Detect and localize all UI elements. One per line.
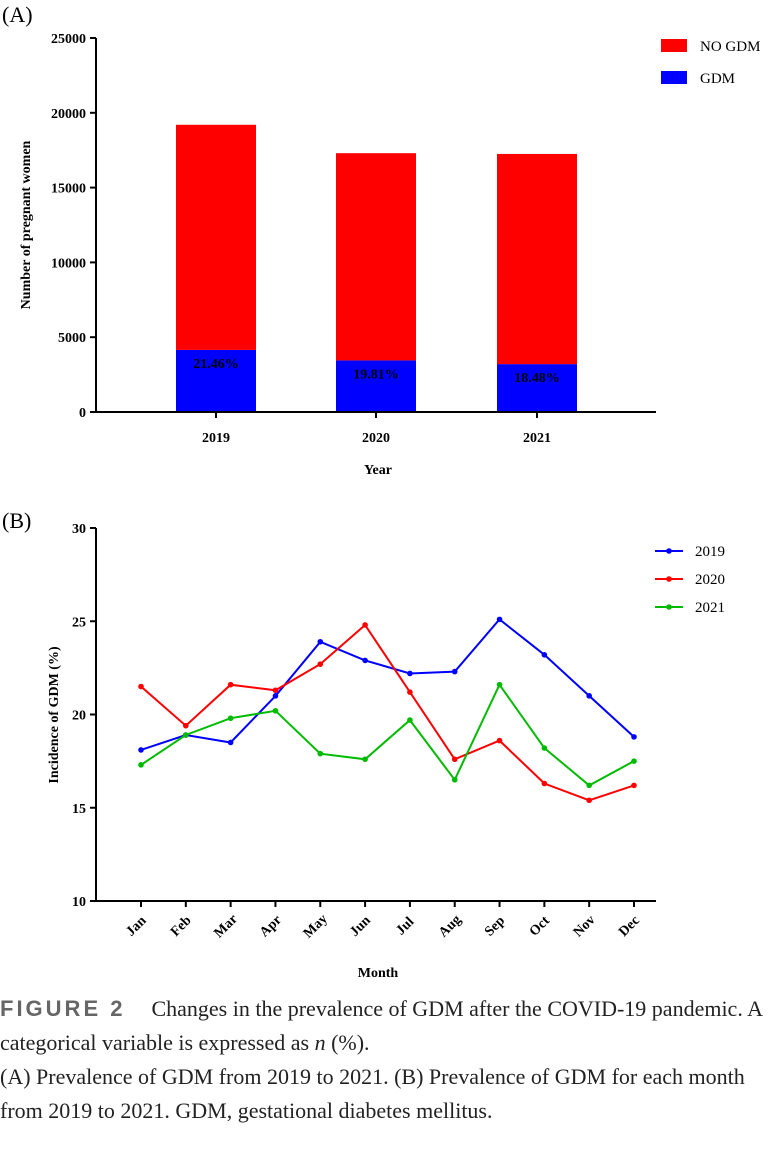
panel-b-x-tick-label: Apr (257, 913, 285, 941)
point-2020-jun (362, 622, 368, 628)
point-2019-jun (362, 657, 368, 664)
bar-2019-no-gdm (176, 124, 256, 350)
point-2019-mar (227, 739, 234, 746)
legend-label-no-gdm: NO GDM (700, 39, 760, 55)
caption-n-symbol: n (314, 1030, 326, 1056)
bar-label-2019: 21.46% (193, 357, 239, 372)
panel-a-x-axis-title: Year (364, 463, 392, 478)
point-2020-jul (407, 689, 413, 695)
point-2019-aug (451, 668, 458, 675)
panel-a-y-tick-label: 0 (79, 406, 86, 421)
panel-b-x-tick-label: Sep (482, 913, 508, 939)
point-2020-jan (138, 683, 144, 690)
point-2020-feb (183, 722, 189, 729)
series-line-2021 (140, 682, 635, 787)
panel-b-label: (B) (2, 508, 31, 533)
panel-b-y-tick-label: 25 (72, 615, 86, 630)
panel-b-x-tick-label: Oct (527, 913, 553, 939)
point-2019-jul (407, 670, 413, 677)
point-2020-sep (496, 737, 503, 744)
panel-b-line-chart: (B) 10 15 20 25 30 Jan Feb Mar Apr May Jun Jul Aug Se… (2, 508, 725, 981)
point-2019-nov (586, 693, 592, 699)
bar-2020-no-gdm (336, 153, 416, 361)
caption-line-1: FIGURE 2 Changes in the prevalence of GDM… (0, 992, 772, 1060)
bar-2021-gdm (497, 364, 577, 412)
point-2021-oct (541, 745, 548, 751)
point-2021-apr (272, 707, 279, 714)
bar-2021-no-gdm (497, 153, 577, 365)
legend-label-2019: 2019 (695, 544, 725, 560)
point-2021-dec (631, 758, 637, 764)
point-2021-jun (362, 756, 368, 763)
panel-a-y-tick-label: 15000 (51, 182, 86, 197)
point-2019-oct (541, 652, 548, 658)
bar-label-2021: 18.48% (514, 371, 560, 386)
panel-a-y-tick-label: 5000 (58, 331, 86, 346)
legend-label-2021: 2021 (695, 600, 725, 616)
point-2021-jan (138, 762, 144, 768)
point-2021-feb (183, 732, 189, 738)
point-2019-sep (496, 616, 503, 623)
point-2020-nov (586, 797, 592, 804)
panel-a-label: (A) (2, 2, 33, 27)
point-2020-apr (272, 687, 279, 694)
panel-b-x-tick-label: Dec (616, 913, 643, 940)
panel-b-x-tick-label: Aug (436, 912, 464, 940)
point-2021-may (317, 750, 324, 757)
figure-caption: FIGURE 2 Changes in the prevalence of GDM… (0, 992, 772, 1128)
panel-b-x-tick-label: Jun (347, 913, 374, 940)
panel-b-y-tick-label: 10 (72, 895, 86, 910)
legend-marker-2021 (666, 604, 672, 610)
legend-label-2020: 2020 (695, 572, 725, 588)
point-2020-oct (541, 780, 548, 787)
legend-swatch-no-gdm (661, 39, 687, 52)
point-2019-apr (272, 693, 279, 699)
panel-b-y-tick-label: 15 (72, 802, 86, 817)
panel-a-y-tick-label: 25000 (51, 32, 86, 47)
panel-a-y-axis-title: Number of pregnant women (19, 140, 34, 309)
legend-marker-2020 (666, 576, 672, 582)
point-2019-may (317, 638, 324, 645)
series-line-2019 (140, 618, 635, 751)
caption-line-2: (A) Prevalence of GDM from 2019 to 2021.… (0, 1064, 745, 1124)
point-2019-dec (631, 734, 637, 740)
legend-label-gdm: GDM (700, 71, 735, 87)
panel-a-y-tick-label: 20000 (51, 107, 86, 122)
point-2021-mar (227, 715, 234, 722)
legend-marker-2019 (666, 548, 672, 554)
panel-b-y-axis-title: Incidence of GDM (%) (47, 646, 62, 784)
panel-b-y-tick-label: 20 (72, 709, 86, 724)
panel-b-x-tick-label: Feb (168, 913, 195, 940)
panel-b-x-tick-label: Jan (124, 913, 150, 939)
bar-2019-gdm (176, 349, 256, 412)
legend-swatch-gdm (661, 71, 687, 84)
panel-b-x-tick-label: Jul (394, 915, 418, 939)
point-2020-may (317, 661, 324, 667)
panel-a-x-tick-label: 2021 (523, 431, 551, 446)
figure-label: FIGURE 2 (0, 996, 126, 1021)
panel-b-x-tick-label: Mar (212, 912, 241, 941)
panel-b-x-tick-label: Nov (571, 913, 599, 941)
point-2021-aug (451, 776, 458, 783)
caption-text-1: Changes in the prevalence of GDM after t… (0, 996, 762, 1056)
bar-2020-gdm (336, 360, 416, 412)
panel-b-x-axis-title: Month (358, 966, 399, 981)
panel-b-x-tick-label: May (301, 912, 331, 942)
panel-a-bar-chart: (A) 21.46% 19.81% 18.48% 0 5000 10000 15000 20… (2, 2, 760, 478)
bar-label-2020: 19.81% (353, 367, 399, 382)
point-2020-dec (631, 782, 637, 789)
point-2020-mar (227, 681, 234, 688)
point-2021-jul (407, 717, 413, 723)
point-2021-nov (586, 782, 592, 789)
panel-a-x-tick-label: 2019 (202, 431, 230, 446)
point-2021-sep (496, 681, 503, 688)
panel-a-x-tick-label: 2020 (362, 431, 390, 446)
panel-b-y-tick-label: 30 (72, 522, 86, 537)
caption-text-1-end: (%). (325, 1030, 370, 1056)
point-2020-aug (451, 756, 458, 763)
panel-a-y-tick-label: 10000 (51, 256, 86, 271)
series-line-2020 (140, 623, 635, 802)
point-2019-jan (138, 747, 144, 753)
